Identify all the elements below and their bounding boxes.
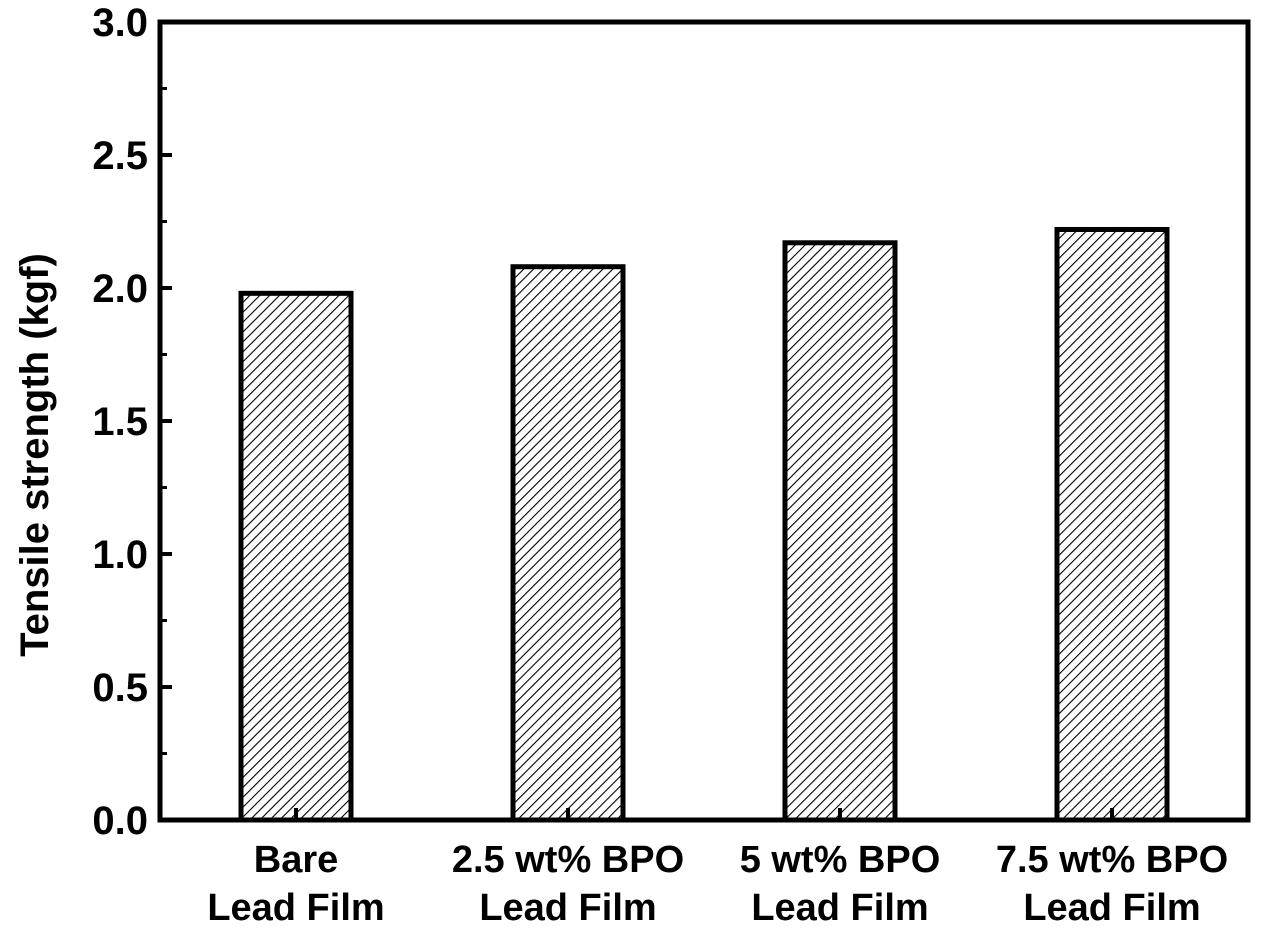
y-tick-label: 1.5 [92, 400, 148, 444]
bar [510, 264, 626, 823]
bar [1054, 226, 1170, 823]
y-tick-label: 0.5 [92, 666, 148, 710]
x-tick-label: Lead Film [479, 887, 656, 929]
x-tick-label: 5 wt% BPO [740, 839, 941, 881]
bar [782, 240, 898, 823]
y-axis-label: Tensile strength (kgf) [13, 253, 57, 657]
x-tick-label: 7.5 wt% BPO [996, 839, 1228, 881]
x-tick-label: 2.5 wt% BPO [452, 839, 684, 881]
y-tick-label: 2.5 [92, 134, 148, 178]
x-tick-label: Lead Film [1023, 887, 1200, 929]
y-tick-label: 2.0 [92, 267, 148, 311]
y-tick-label: 3.0 [92, 1, 148, 45]
y-tick-label: 1.0 [92, 533, 148, 577]
y-tick-label: 0.0 [92, 799, 148, 843]
bar [238, 290, 354, 823]
x-tick-label: Lead Film [207, 887, 384, 929]
x-tick-label: Lead Film [751, 887, 928, 929]
x-tick-label: Bare [254, 839, 339, 881]
